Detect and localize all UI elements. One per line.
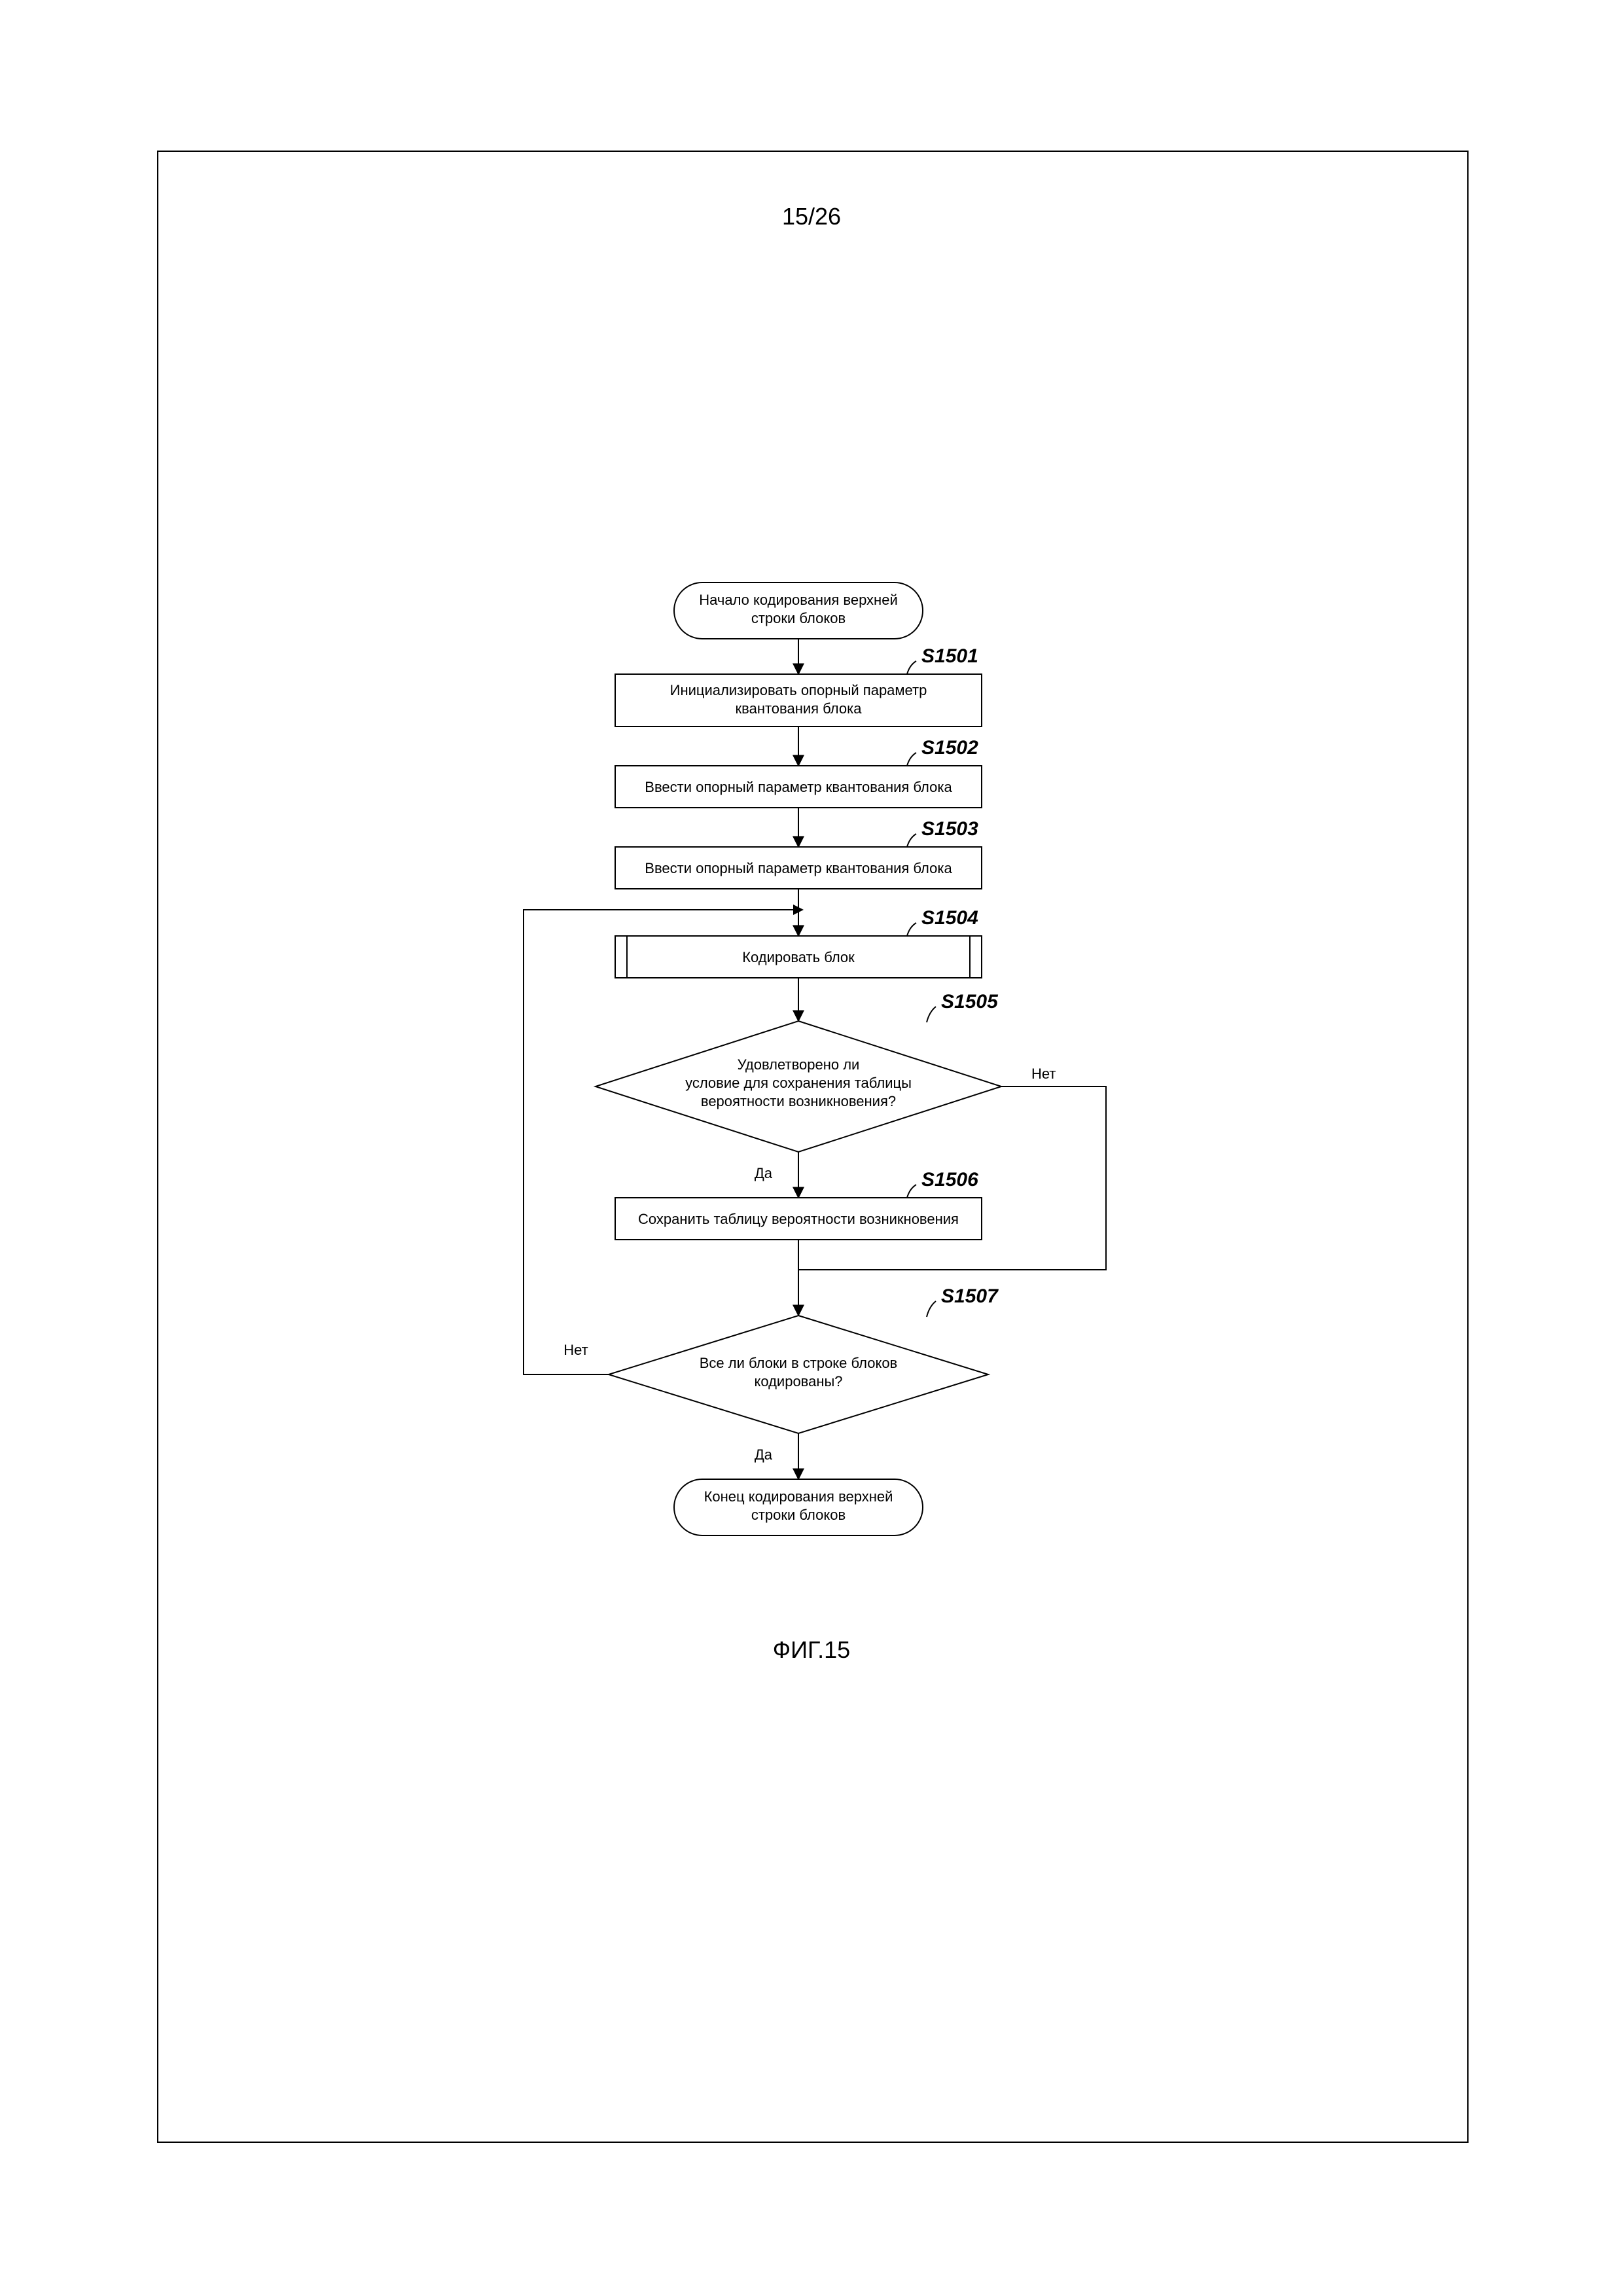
figure-caption: ФИГ.15 <box>0 1636 1623 1664</box>
page-frame <box>157 151 1469 2143</box>
